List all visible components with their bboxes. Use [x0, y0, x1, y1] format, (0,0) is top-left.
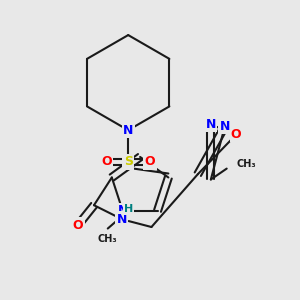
- Text: O: O: [231, 128, 242, 141]
- Text: N: N: [116, 213, 127, 226]
- Text: O: O: [73, 218, 83, 232]
- Text: CH₃: CH₃: [237, 159, 256, 169]
- Text: S: S: [124, 155, 133, 168]
- Text: O: O: [101, 155, 112, 168]
- Text: N: N: [117, 204, 128, 217]
- Text: H: H: [124, 204, 133, 214]
- Text: CH₃: CH₃: [98, 235, 118, 244]
- Text: O: O: [145, 155, 155, 168]
- Text: N: N: [123, 124, 134, 137]
- Text: N: N: [206, 118, 216, 131]
- Text: N: N: [220, 120, 230, 133]
